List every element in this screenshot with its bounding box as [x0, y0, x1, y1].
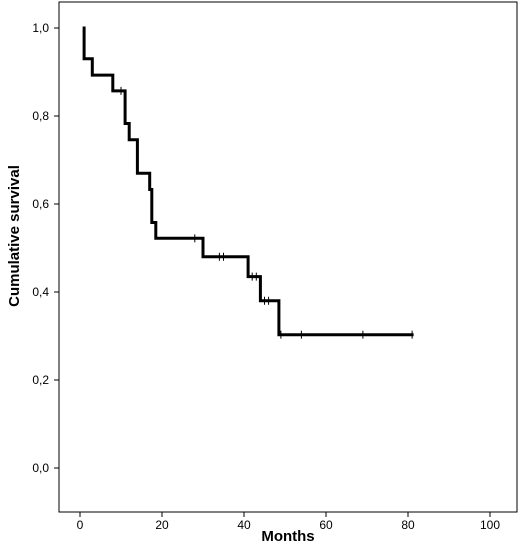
y-axis-title: Cumulative survival [6, 165, 23, 307]
x-axis: 0 20 40 60 80 100 [77, 512, 500, 532]
x-tick-label: 40 [237, 518, 251, 532]
x-tick-label: 20 [155, 518, 169, 532]
x-tick-label: 60 [319, 518, 333, 532]
censor-marks [120, 86, 413, 339]
x-tick-label: 0 [77, 518, 84, 532]
y-tick-label: 0,8 [32, 109, 49, 123]
y-tick-label: 0,2 [32, 373, 49, 387]
y-tick-label: 0,6 [32, 197, 49, 211]
x-axis-title: Months [261, 528, 314, 545]
y-axis: 0,0 0,2 0,4 0,6 0,8 1,0 [32, 21, 59, 475]
x-tick-label: 80 [401, 518, 415, 532]
y-tick-label: 1,0 [32, 21, 49, 35]
x-tick-label: 100 [480, 518, 500, 532]
y-tick-label: 0,4 [32, 285, 49, 299]
y-tick-label: 0,0 [32, 461, 49, 475]
plot-frame [58, 1, 518, 513]
